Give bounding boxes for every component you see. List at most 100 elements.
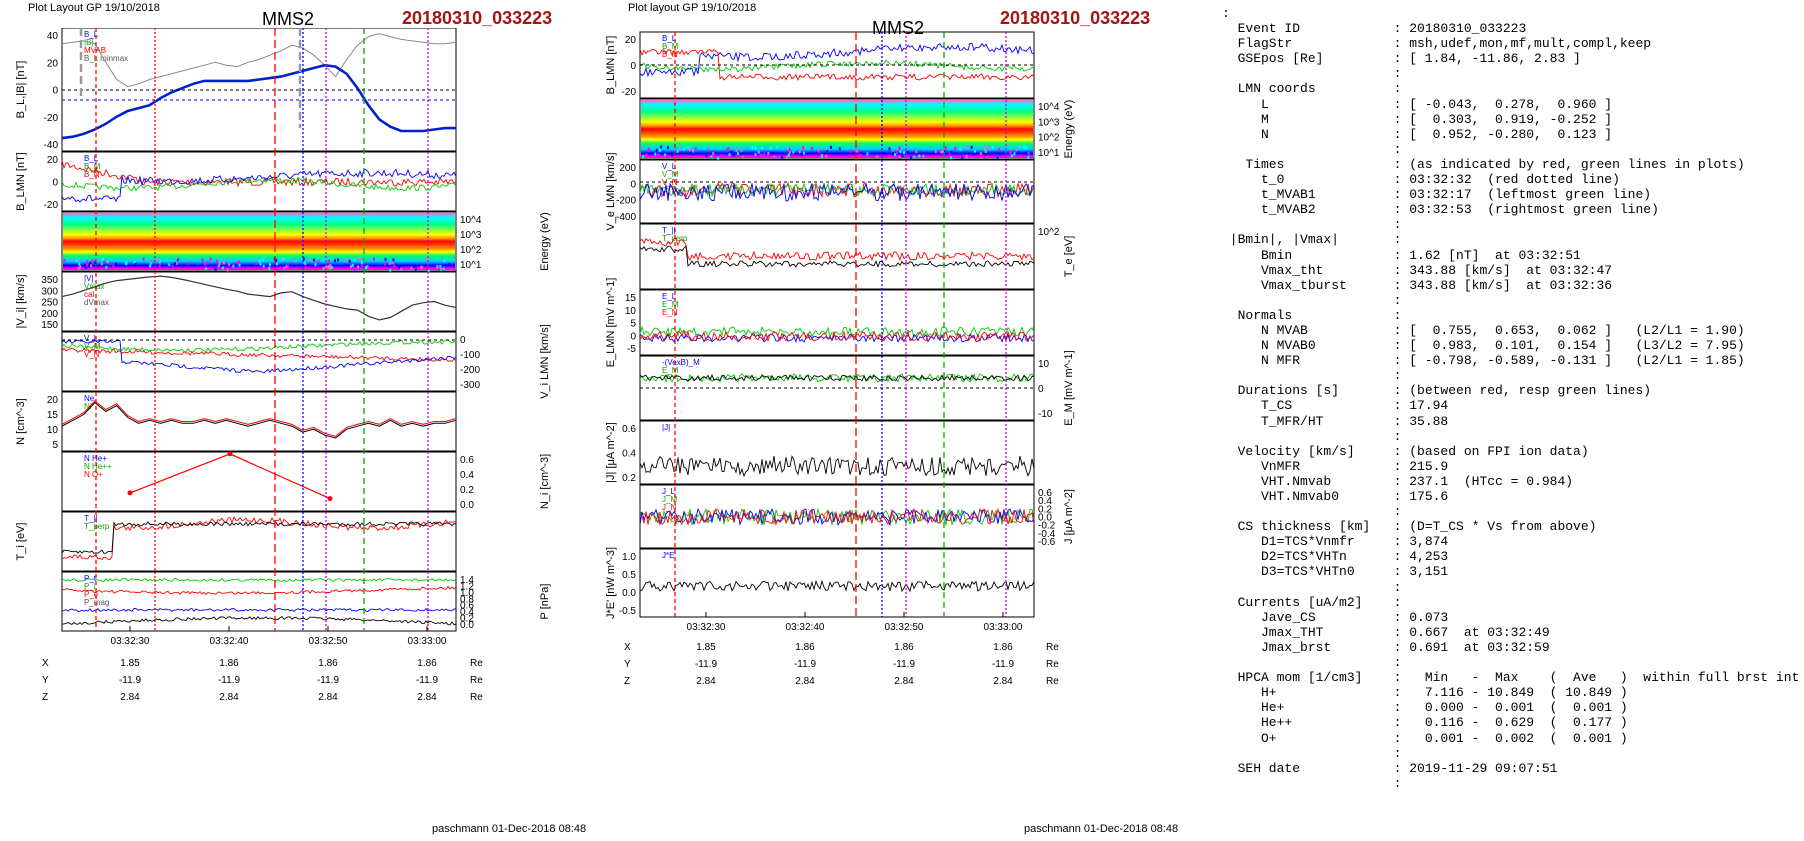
spectrogram-speckle (1018, 145, 1021, 149)
spectrogram-speckle (283, 266, 286, 270)
spectrogram-speckle (726, 148, 729, 152)
legend-entry: |V| (84, 274, 94, 283)
legend-entry: -(VexB)_M (662, 358, 700, 367)
spectrogram-speckle (258, 259, 261, 263)
spectrogram-speckle (959, 148, 962, 152)
series-Ni (61, 401, 457, 439)
left-spacecraft-title: MMS2 (262, 9, 315, 29)
spectrogram-speckle (1025, 151, 1028, 155)
spectrogram-fill (641, 100, 1033, 158)
x-tick-label: 03:33:00 (984, 622, 1023, 633)
coord-row-label: Z (42, 692, 48, 703)
legend-entry: E_M (662, 366, 679, 375)
spectrogram-speckle (996, 156, 999, 160)
info-line: N : [ 0.952, -0.280, 0.123 ] (1222, 126, 1613, 142)
series-JN (639, 507, 1035, 527)
spectrogram-speckle (322, 258, 325, 262)
spectrogram-speckle (214, 267, 217, 271)
panel-ylabel: E_M [mV m^-1] (1063, 350, 1075, 425)
coord-value: 1.85 (696, 642, 716, 653)
spectrogram-speckle (763, 152, 766, 156)
spectrogram-speckle (204, 263, 207, 267)
y-tick-label: 10^3 (460, 230, 482, 241)
coord-unit: Re (470, 658, 483, 669)
spectrogram-speckle (149, 261, 152, 265)
panel-ylabel: |J| [μA m^-2] (605, 422, 617, 483)
spectrogram-speckle (383, 262, 386, 266)
panel-ylabel: T_i [eV] (15, 523, 27, 561)
spectrogram-speckle (63, 258, 66, 262)
info-line: Jave_CS : 0.073 (1222, 609, 1449, 625)
spectrogram-speckle (787, 147, 790, 151)
spectrogram-speckle (328, 266, 331, 270)
spectrogram-speckle (268, 266, 271, 270)
spectrogram-speckle (365, 265, 368, 269)
spectrogram-speckle (314, 263, 317, 267)
spectrogram-speckle (792, 150, 795, 154)
spectrogram-speckle (899, 150, 902, 154)
spectrogram-speckle (735, 149, 738, 153)
coord-value: -11.9 (992, 659, 1014, 670)
series-BL (61, 63, 456, 140)
series-Teperp (639, 245, 1035, 269)
y-tick-label: 300 (41, 286, 58, 297)
spectrogram-speckle (826, 150, 829, 154)
panel-frame (61, 451, 457, 512)
info-line: Vmax_tburst : 343.88 [km/s] at 03:32:36 (1222, 277, 1613, 293)
spectrogram-speckle (427, 268, 430, 272)
info-line: : (1222, 428, 1402, 444)
spectrogram-speckle (825, 154, 828, 158)
legend-entry: E_N (662, 308, 678, 317)
info-line: : (1222, 655, 1402, 671)
heplusplus-point (127, 490, 133, 496)
spectrogram-speckle (922, 154, 925, 158)
y-tick-label: 0.5 (622, 570, 636, 581)
spectrogram-speckle (892, 151, 895, 155)
panel-ylabel: Energy (eV) (539, 212, 551, 271)
spectrogram-speckle (105, 265, 108, 269)
spectrogram-speckle (372, 257, 375, 261)
spectrogram-speckle (894, 156, 897, 160)
coord-value: -11.9 (695, 659, 717, 670)
spectrogram-speckle (388, 262, 391, 266)
left-footer: paschmann 01-Dec-2018 08:48 (432, 823, 587, 835)
panel-ylabel: B_LMN [nT] (15, 152, 27, 211)
coord-value: -11.9 (416, 675, 438, 686)
info-line: D3=TCS*VHTn0 : 3,151 (1222, 564, 1449, 580)
spectrogram-speckle (75, 259, 78, 263)
y-tick-label: 10^2 (1038, 227, 1060, 238)
series-VeN (639, 181, 1035, 202)
spectrogram-speckle (262, 264, 265, 268)
info-line: : (1222, 6, 1230, 21)
y-tick-label: 10^2 (1038, 133, 1060, 144)
x-tick-label: 03:32:40 (210, 636, 249, 647)
info-line: Vmax_tht : 343.88 [km/s] at 03:32:47 (1222, 262, 1613, 278)
spectrogram-speckle (77, 266, 80, 270)
y-tick-label: -0.6 (1038, 537, 1056, 548)
y-tick-label: 0 (52, 86, 58, 97)
spectrogram-speckle (642, 154, 645, 158)
spectrogram-speckle (359, 257, 362, 261)
spectrogram-speckle (443, 259, 446, 263)
spectrogram-speckle (687, 146, 690, 150)
spectrogram-speckle (664, 153, 667, 157)
coord-value: 2.84 (795, 676, 815, 687)
info-line: : (1222, 292, 1402, 308)
series-EN (639, 329, 1035, 343)
spectrogram-speckle (366, 265, 369, 269)
spectrogram-speckle (984, 153, 987, 157)
y-tick-label: 0 (460, 335, 466, 346)
coord-value: 1.85 (120, 658, 140, 669)
legend-entry: V_L (662, 162, 677, 171)
spectrogram-speckle (392, 258, 395, 262)
spectrogram-speckle (781, 155, 784, 159)
info-line: SEH date : 2019-11-29 09:07:51 (1222, 760, 1558, 776)
panel-ylabel: N [cm^-3] (15, 398, 27, 445)
series-NHe++ (129, 453, 331, 500)
coord-unit: Re (1046, 659, 1059, 670)
spectrogram-speckle (657, 153, 660, 157)
y-tick-label: 0.0 (622, 588, 636, 599)
legend-entry: Ne (84, 394, 95, 403)
spectrogram-speckle (222, 261, 225, 265)
